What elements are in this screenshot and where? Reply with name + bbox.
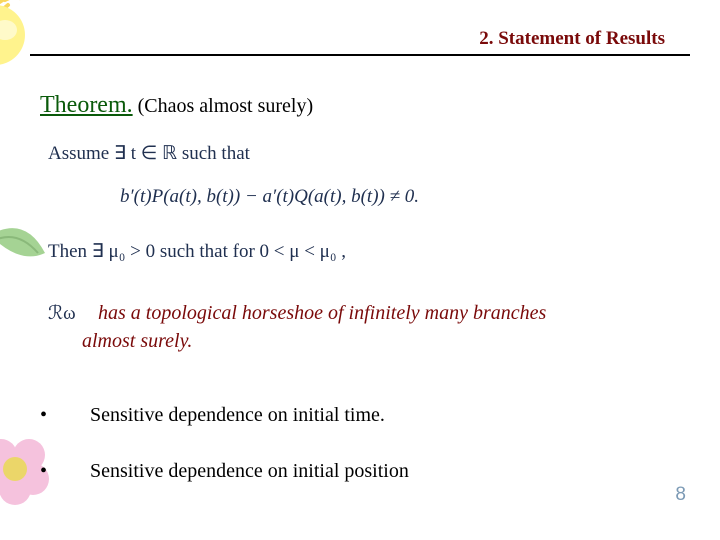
theorem-subtitle: (Chaos almost surely) <box>133 95 314 117</box>
conclusion-line-1: has a topological horseshoe of infinitel… <box>98 302 546 325</box>
bullet-marker-2: • <box>40 460 47 483</box>
theorem-heading: Theorem. (Chaos almost surely) <box>40 92 313 119</box>
header-underline <box>30 54 690 56</box>
then-line: Then ∃ μ₀ > 0 such that for 0 < μ < μ₀ , <box>48 240 346 263</box>
conclusion-line-2: almost surely. <box>82 330 192 353</box>
assume-line: Assume ∃ t ∈ ℝ such that <box>48 142 250 165</box>
bullet-marker-1: • <box>40 404 47 427</box>
theorem-label: Theorem. <box>40 92 133 118</box>
slide-content: 2. Statement of Results Theorem. (Chaos … <box>0 0 720 540</box>
equation: b′(t)P(a(t), b(t)) − a′(t)Q(a(t), b(t)) … <box>120 186 419 208</box>
bullet-text-1: Sensitive dependence on initial time. <box>90 404 385 427</box>
r-omega-symbol: ℛω <box>48 302 76 325</box>
bullet-text-2: Sensitive dependence on initial position <box>90 460 409 483</box>
section-header: 2. Statement of Results <box>479 28 665 50</box>
page-number: 8 <box>675 484 686 506</box>
